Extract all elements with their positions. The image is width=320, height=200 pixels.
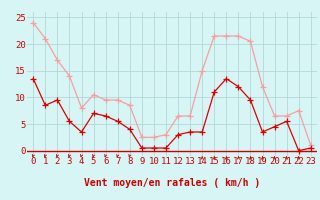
X-axis label: Vent moyen/en rafales ( km/h ): Vent moyen/en rafales ( km/h ) <box>84 178 260 188</box>
